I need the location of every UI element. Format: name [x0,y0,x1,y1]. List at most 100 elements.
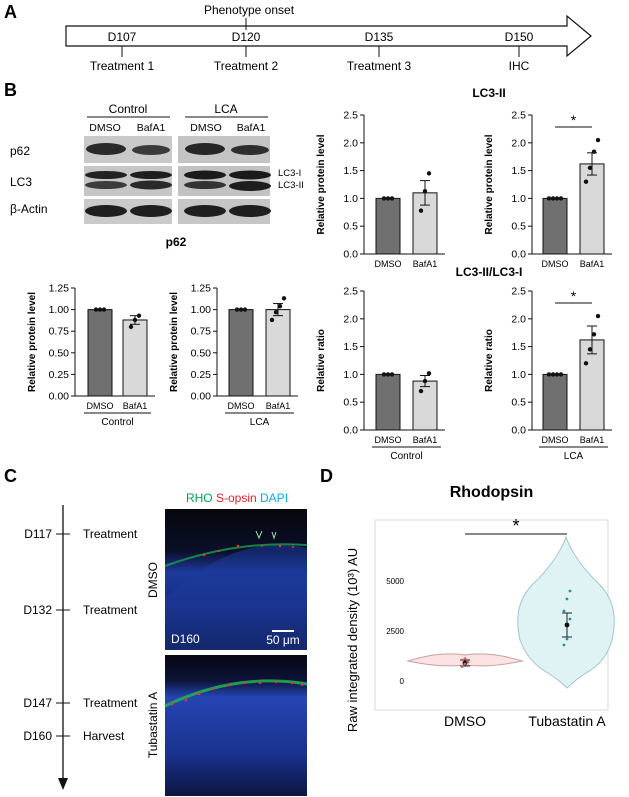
data-point [550,372,556,377]
data-point [389,372,395,377]
data-point [558,372,564,377]
bar-charts: 0.00 0.25 0.50 0.75 1.00 1.25 Relative protein… [27,110,612,462]
day-label: D120 [232,30,261,44]
y-tick-label: 1.00 [191,304,212,316]
data-point [558,196,564,201]
y-tick-label: 1.5 [343,165,358,177]
blot-row-label: p62 [10,144,30,158]
timeline-arrow [65,14,592,58]
x-tick-label: DMSO [87,401,114,411]
phenotype-onset-label: Phenotype onset [204,3,295,17]
data-point [463,662,467,666]
panel-letter-d: D [320,466,333,486]
y-tick-label: 1.25 [191,283,212,295]
timeline-days: D107 D120 D135 D150 [108,30,534,44]
y-tick-label: 0.50 [191,347,212,359]
blot-group-label: Control [109,102,148,116]
lc3-form-label: LC3-I [278,168,301,179]
bar [579,339,605,431]
timeline-event: Treatment [83,603,138,617]
data-point [595,313,601,319]
data-point [128,324,134,330]
x-tick-label: BafA1 [580,259,605,269]
group-label: LCA [564,451,584,462]
data-point [591,149,597,154]
lane-label: BafA1 [237,122,266,134]
violin-title: Rhodopsin [450,484,534,501]
lane-label: BafA1 [137,122,166,134]
y-tick-label: 0.75 [49,326,70,338]
timeline-event: Treatment [83,696,138,710]
data-point [583,361,589,366]
x-tick-label: DMSO [444,713,486,729]
data-point [466,660,470,664]
y-tick-label: 2.5 [511,286,526,298]
scale-bar-label: 50 μm [266,633,300,647]
y-axis-label: Relative protein level [169,292,180,392]
y-tick-label: 0.00 [49,391,70,403]
x-tick-label: BafA1 [266,401,291,411]
bar [542,197,568,255]
stain-legend: RHO S-opsin DAPI [186,491,288,505]
y-tick-label: 1.0 [511,193,526,205]
bar-chart-p62-lca: 0.00 0.25 0.50 0.75 1.00 1.25 Relative protein… [169,283,298,428]
data-point [277,303,283,309]
data-point [554,196,560,201]
group-label: Control [390,451,422,462]
y-axis-label: Raw integrated density (10³) AU [345,548,360,732]
bar [265,309,291,397]
y-tick-label: 0.50 [49,347,70,359]
y-tick-label: 2.0 [343,137,358,149]
y-tick-label: 0.5 [343,221,358,233]
condition-label: DMSO [146,562,160,598]
y-tick-label: 0.25 [49,369,70,381]
y-tick-label: 2500 [386,627,404,636]
data-point [546,372,552,377]
x-tick-label: DMSO [375,435,402,445]
data-point [562,609,566,613]
y-tick-label: 0 [400,677,405,686]
y-axis-label: Relative protein level [316,134,327,234]
y-tick-label: 0.0 [343,425,358,437]
event-label: Treatment 2 [214,59,279,73]
bar [579,163,605,255]
data-point [418,208,424,213]
bar-chart-lc3ii-control: 0.0 0.5 1.0 1.5 2.0 2.5 Relative protein level… [316,110,445,269]
bar-chart-ratio-lca: 0.0 0.5 1.0 1.5 2.0 2.5 Relative ratio DMSO BafA… [484,286,612,462]
data-point [587,347,593,352]
day-label: D150 [505,30,534,44]
violin-chart: Rhodopsin Raw integrated density (10³) AU… [345,484,615,732]
x-tick-label: BafA1 [413,259,438,269]
x-tick-label: DMSO [228,401,255,411]
significance-star: * [512,516,519,536]
data-point [136,313,142,318]
chart-title-ratio: LC3-II/LC3-I [456,265,523,279]
group-label: Control [101,417,133,428]
bar [122,319,148,397]
data-point [381,372,387,377]
data-point [426,371,432,376]
y-tick-label: 2.0 [511,313,526,325]
bar [412,380,438,431]
x-tick-label: DMSO [542,435,569,445]
data-point [568,589,572,593]
timeline-day: D132 [23,603,52,617]
data-point [385,372,391,377]
stain-rho: RHO [186,491,213,505]
bar [375,373,401,431]
x-tick-label: BafA1 [580,435,605,445]
y-tick-label: 0.00 [191,391,212,403]
event-label: Treatment 3 [347,59,412,73]
y-tick-label: 0.25 [191,369,212,381]
significance-star: * [571,288,577,304]
y-tick-label: 1.00 [49,304,70,316]
y-tick-label: 0.75 [191,326,212,338]
data-point [269,317,275,323]
y-axis-label: Relative ratio [316,329,327,392]
data-point [238,307,244,312]
harvest-timeline: D117 D132 D147 D160 Treatment Treatment … [23,527,138,743]
chart-title-lc3ii: LC3-II [472,86,505,100]
significance-star: * [571,112,577,128]
data-point [463,657,467,660]
data-point [587,165,593,171]
